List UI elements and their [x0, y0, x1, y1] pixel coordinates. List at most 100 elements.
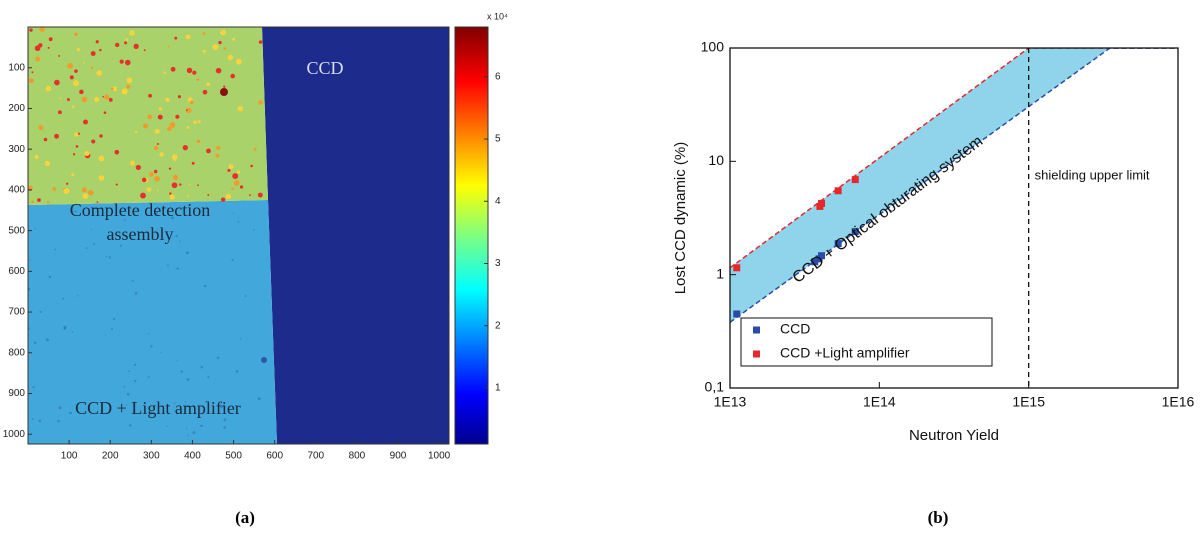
speckle — [202, 49, 206, 53]
speckle — [140, 192, 146, 199]
speckle — [98, 175, 105, 181]
speckle — [171, 182, 178, 189]
speckle — [232, 173, 239, 180]
speckle — [38, 43, 43, 48]
x-tick-label: 1E13 — [714, 394, 747, 410]
speckle — [105, 255, 108, 258]
speckle — [173, 410, 176, 412]
speckle — [157, 114, 163, 120]
speckle — [227, 169, 231, 173]
colorbar-tick-label: 6 — [495, 71, 501, 82]
speckle — [257, 397, 261, 401]
speckle — [119, 59, 124, 64]
y-axis-label: Lost CCD dynamic (%) — [672, 142, 689, 295]
speckle — [167, 45, 170, 48]
speckle — [31, 200, 34, 204]
point — [834, 240, 842, 248]
speckle — [165, 97, 170, 102]
speckle — [249, 194, 252, 197]
plot-area — [730, 48, 1178, 388]
speckle — [207, 193, 210, 196]
speckle — [57, 110, 62, 115]
speckle — [54, 248, 57, 251]
speckle — [99, 48, 102, 52]
speckle — [75, 145, 79, 148]
annotation: assembly — [107, 224, 174, 244]
speckle — [126, 84, 131, 89]
speckle — [32, 418, 34, 420]
y-tick-label: 1 — [716, 265, 724, 281]
y-tick-label: 500 — [8, 225, 25, 236]
plot-frame — [729, 47, 1179, 389]
speckle — [175, 234, 178, 238]
speckle — [223, 418, 227, 422]
speckle — [74, 69, 78, 73]
speckle — [171, 154, 178, 160]
speckle — [146, 187, 152, 192]
speckle — [216, 356, 220, 360]
speckle — [197, 184, 199, 187]
speckle — [111, 327, 114, 330]
speckle — [156, 142, 159, 146]
speckle — [174, 36, 178, 40]
speckle — [28, 287, 31, 291]
y-tick-label: 100 — [8, 62, 25, 73]
speckle — [133, 379, 137, 383]
speckle — [58, 55, 61, 57]
x-tick-label: 700 — [307, 451, 324, 462]
speckle — [143, 49, 146, 52]
speckle — [134, 131, 138, 134]
speckle — [131, 279, 134, 282]
speckle — [157, 189, 159, 192]
speckle — [223, 47, 227, 50]
speckle — [37, 198, 41, 202]
speckle — [250, 164, 253, 168]
speckle — [206, 82, 210, 87]
speckle — [59, 97, 62, 99]
speckle — [179, 240, 181, 242]
limit-label: shielding upper limit — [1035, 167, 1150, 182]
speckle — [54, 133, 60, 139]
speckle — [108, 97, 113, 102]
speckle — [235, 370, 239, 373]
annotation: CCD + Light amplifier — [75, 398, 241, 418]
speckle — [39, 27, 45, 32]
speckle — [126, 77, 133, 84]
speckle — [54, 79, 60, 86]
speckle — [147, 376, 150, 379]
y-tick-label: 1000 — [3, 429, 26, 440]
speckle — [90, 228, 93, 231]
speckle — [79, 89, 84, 95]
speckle — [102, 95, 104, 98]
point — [851, 176, 859, 184]
point — [816, 202, 824, 210]
annotation: CCD — [306, 58, 343, 78]
speckle — [52, 187, 57, 191]
speckle — [185, 109, 188, 111]
speckle — [44, 160, 51, 167]
x-tick-label: 600 — [266, 451, 283, 462]
speckle — [45, 338, 49, 342]
speckle — [31, 71, 34, 74]
colorbar-tick-label: 1 — [495, 383, 501, 394]
speckle — [38, 125, 44, 131]
speckle — [230, 73, 236, 79]
speckle — [103, 111, 107, 114]
speckle — [227, 409, 230, 412]
speckle — [239, 337, 242, 340]
speckle — [104, 94, 110, 100]
speckle — [192, 431, 196, 435]
colorbar-exponent: x 10⁴ — [487, 11, 508, 21]
speckle — [237, 105, 244, 112]
speckle — [98, 155, 105, 162]
speckle — [257, 192, 263, 198]
speckle — [176, 360, 179, 362]
speckle — [124, 219, 126, 222]
speckle — [147, 333, 150, 335]
speckle — [170, 66, 176, 72]
speckle — [88, 189, 94, 196]
colorbar — [454, 26, 489, 445]
y-tick-label: 200 — [8, 103, 25, 114]
speckle — [66, 98, 70, 102]
speckle — [69, 75, 74, 80]
